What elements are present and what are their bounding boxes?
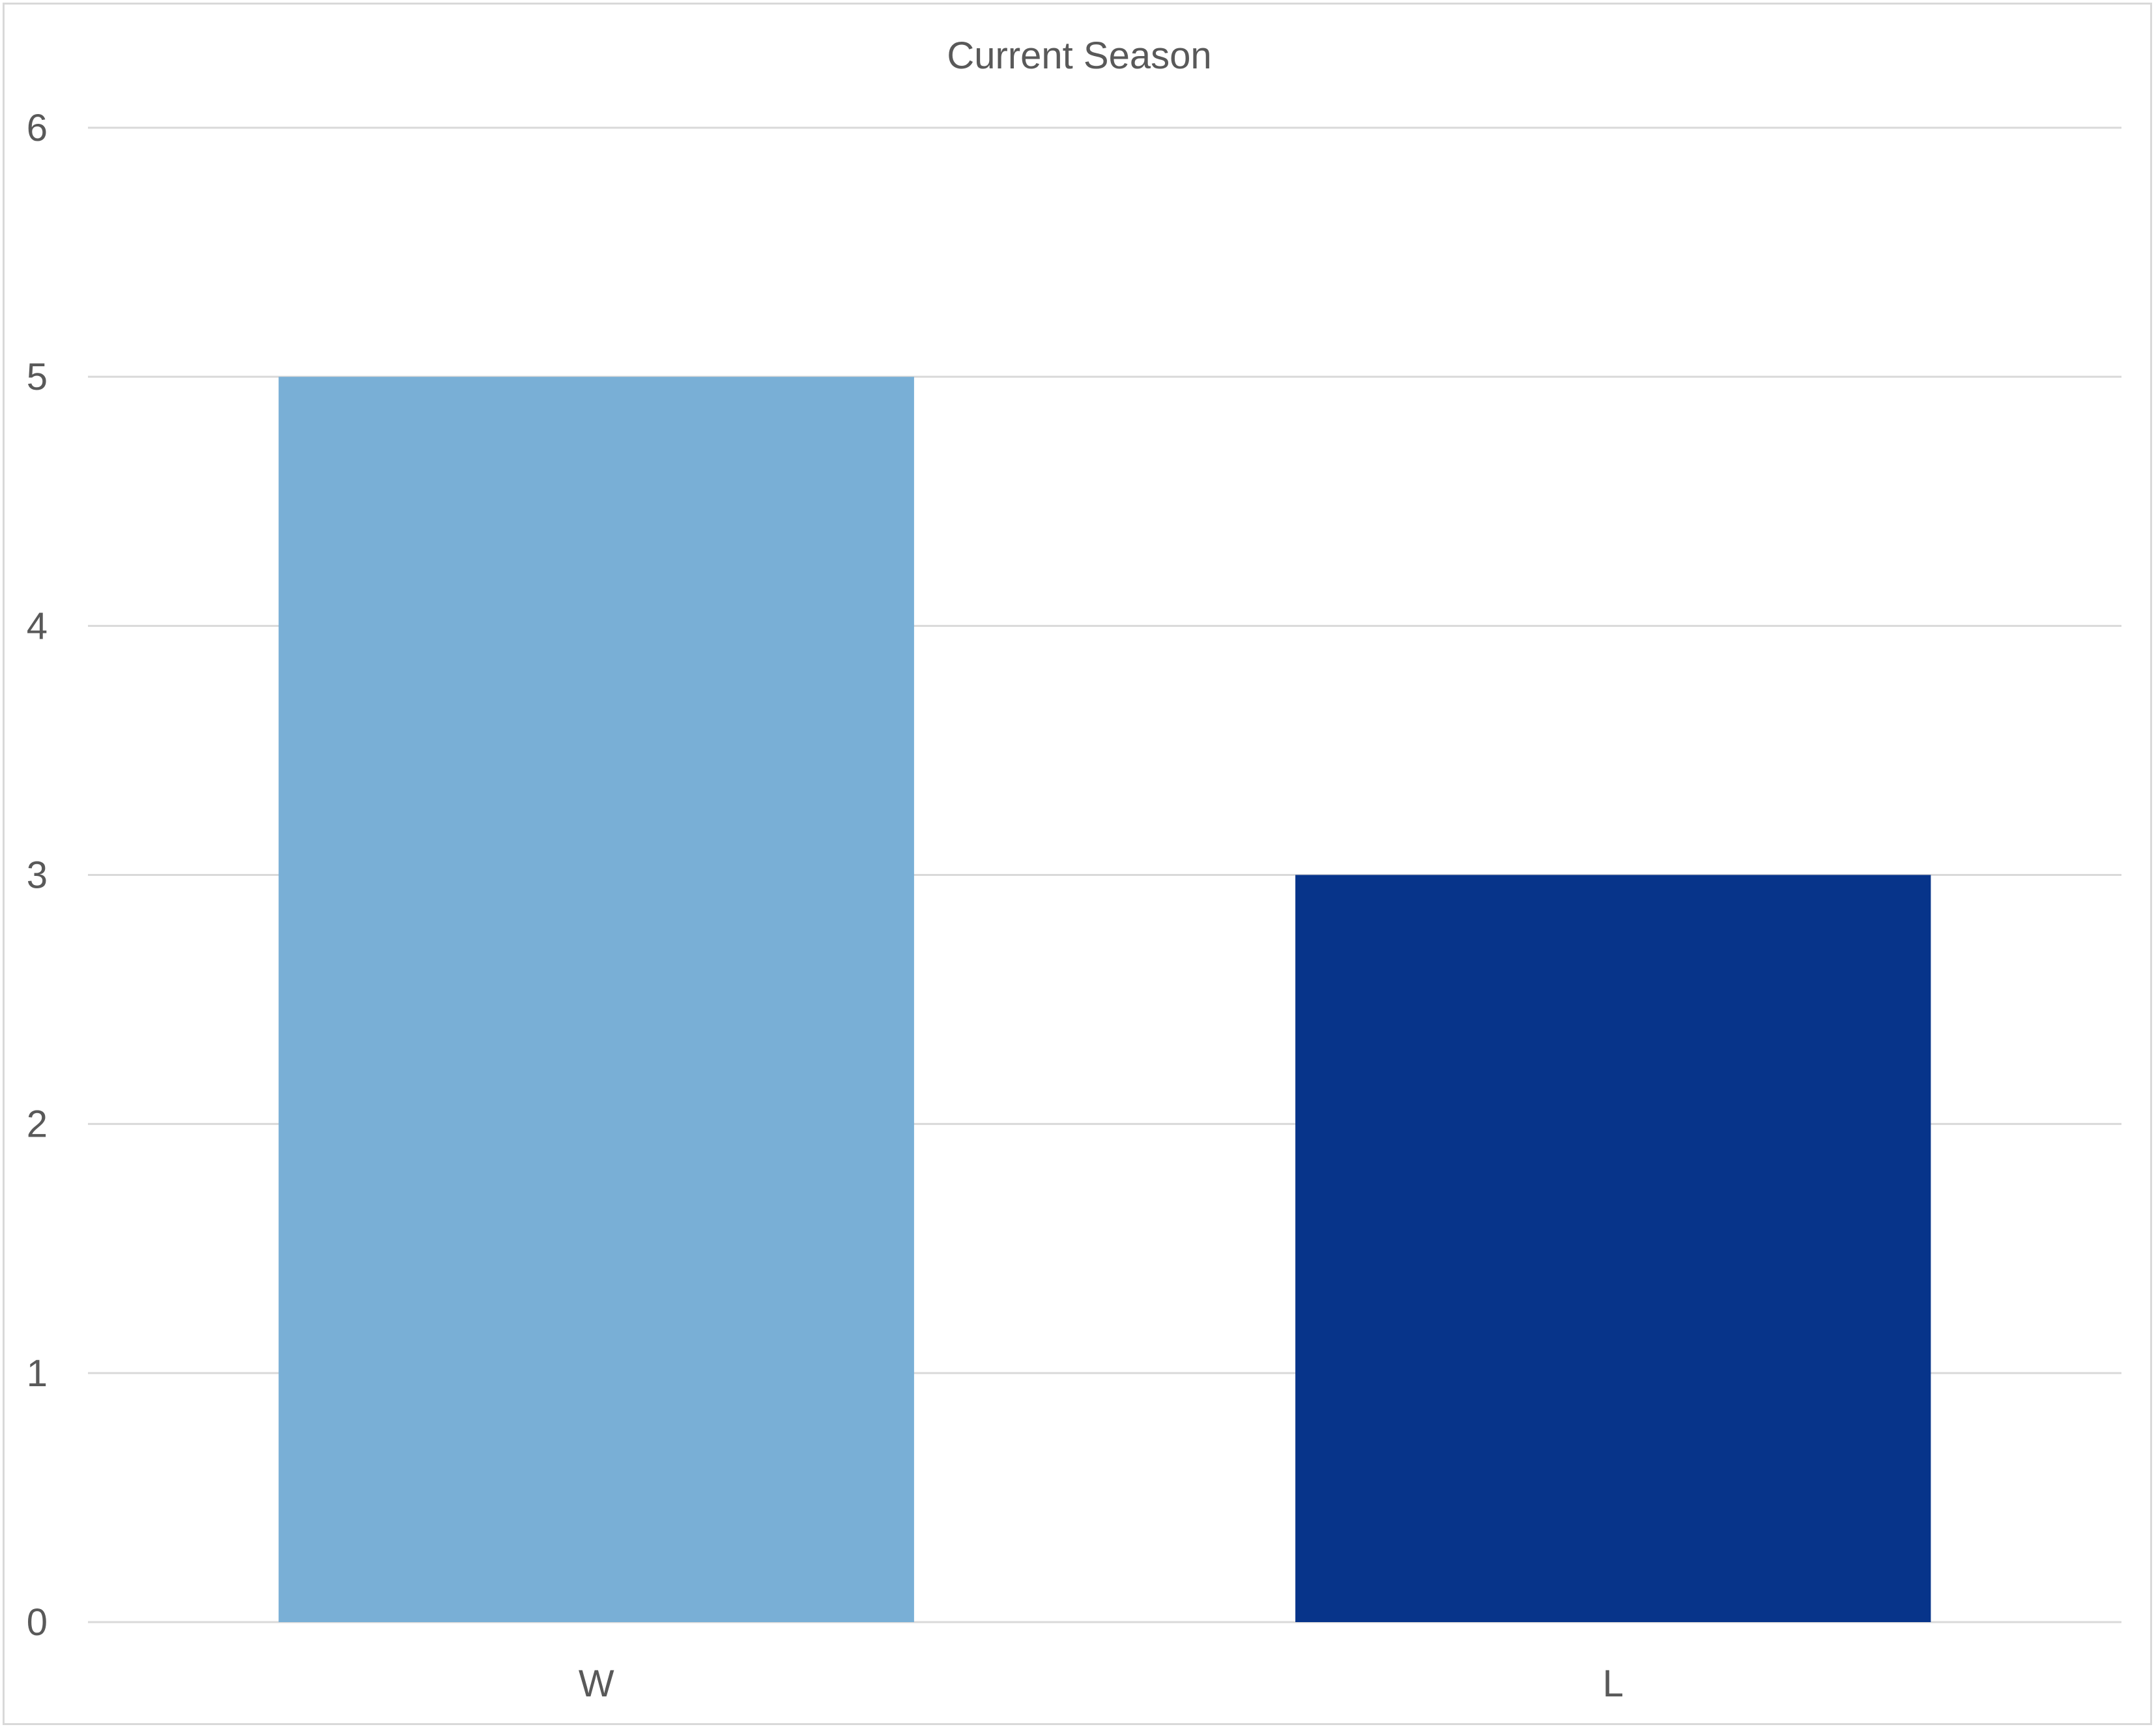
y-tick-label: 5 (27, 356, 48, 398)
bars (278, 377, 1931, 1622)
y-tick-label: 1 (27, 1352, 48, 1395)
bar-W (278, 377, 914, 1622)
y-tick-label: 4 (27, 605, 48, 647)
y-tick-label: 6 (27, 107, 48, 149)
y-tick-label: 0 (27, 1601, 48, 1644)
chart-title: Current Season (947, 35, 1212, 77)
y-tick-label: 3 (27, 854, 48, 897)
y-tick-label: 2 (27, 1103, 48, 1146)
x-tick-label: W (579, 1663, 614, 1705)
x-tick-label: L (1603, 1663, 1624, 1705)
bar-L (1295, 875, 1931, 1622)
y-axis-ticks: 0 1 2 3 4 5 6 (27, 107, 48, 1644)
